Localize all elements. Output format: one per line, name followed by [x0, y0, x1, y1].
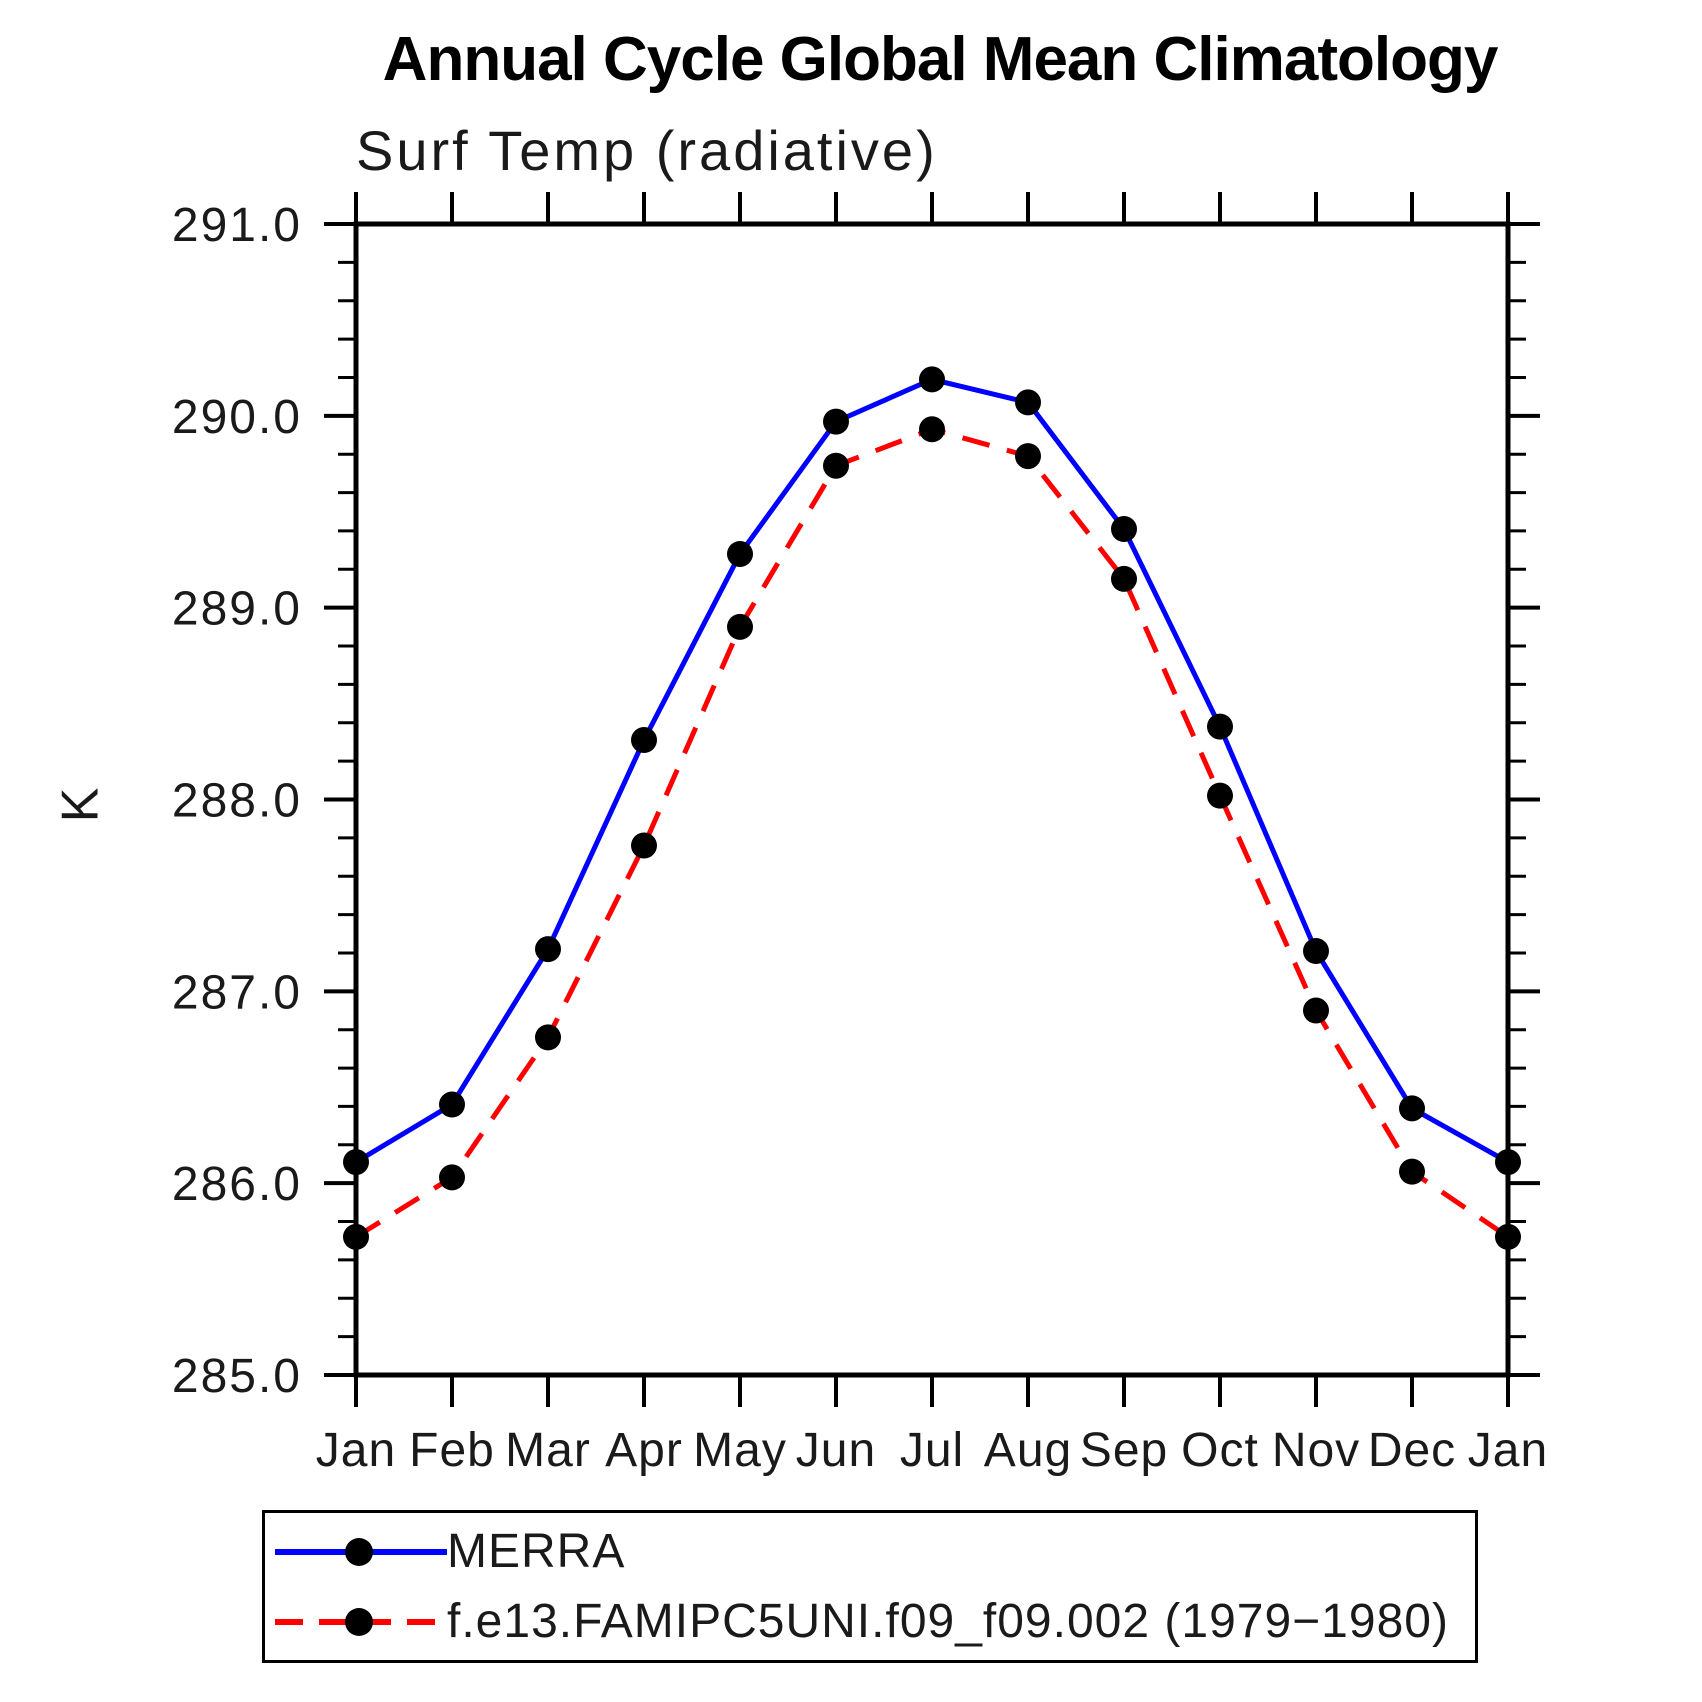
legend-solid-line-dot-icon	[275, 1537, 447, 1566]
svg-text:Mar: Mar	[505, 1424, 591, 1477]
svg-text:Oct: Oct	[1181, 1424, 1259, 1477]
svg-text:Sep: Sep	[1080, 1424, 1168, 1477]
legend-label-model: f.e13.FAMIPC5UNI.f09_f09.002 (1979−1980)	[447, 1595, 1449, 1648]
legend-label-merra: MERRA	[447, 1525, 626, 1578]
svg-text:287.0: 287.0	[172, 966, 302, 1019]
svg-text:Aug: Aug	[984, 1424, 1072, 1477]
chart-subtitle: Surf Temp (radiative)	[356, 119, 938, 182]
chart-title: Annual Cycle Global Mean Climatology	[382, 25, 1499, 94]
svg-text:Feb: Feb	[409, 1424, 495, 1477]
legend-item-merra: MERRA	[265, 1517, 1475, 1587]
legend-dashed-line-dot-icon	[275, 1607, 447, 1636]
svg-text:285.0: 285.0	[172, 1350, 302, 1403]
svg-text:May: May	[693, 1424, 787, 1477]
svg-text:Dec: Dec	[1368, 1424, 1456, 1477]
legend-box: MERRA f.e13.FAMIPC5UNI.f09_f09.002 (1979…	[262, 1510, 1478, 1663]
svg-text:286.0: 286.0	[172, 1158, 302, 1211]
svg-text:291.0: 291.0	[172, 199, 302, 252]
svg-text:Jul: Jul	[900, 1424, 964, 1477]
svg-text:Jun: Jun	[796, 1424, 876, 1477]
legend-item-model: f.e13.FAMIPC5UNI.f09_f09.002 (1979−1980)	[265, 1587, 1475, 1657]
svg-text:Jan: Jan	[316, 1424, 396, 1477]
svg-text:288.0: 288.0	[172, 775, 302, 828]
svg-text:Apr: Apr	[605, 1424, 683, 1477]
svg-text:Jan: Jan	[1468, 1424, 1548, 1477]
svg-text:Nov: Nov	[1272, 1424, 1360, 1477]
svg-text:290.0: 290.0	[172, 391, 302, 444]
svg-text:289.0: 289.0	[172, 583, 302, 636]
